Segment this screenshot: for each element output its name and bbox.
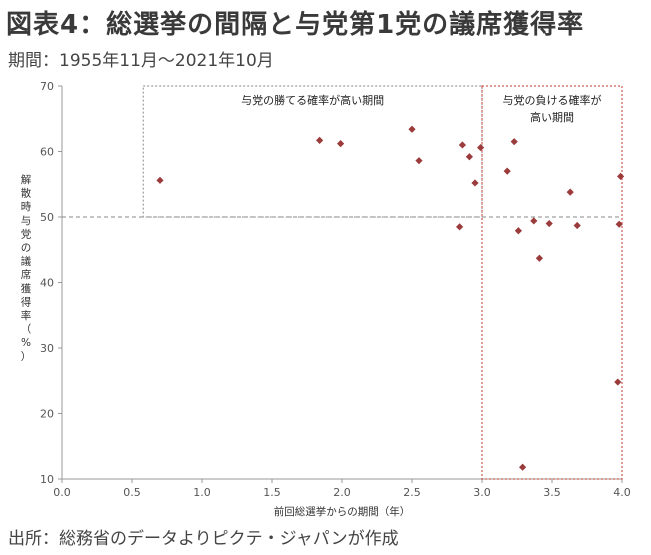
y-axis-label: 解散時与党の議席獲得率 （% ） [21,173,32,363]
y-tick-label: 20 [40,408,54,421]
data-point [477,143,485,152]
x-tick-label: 0.5 [123,486,141,499]
x-axis-label: 前回総選挙からの期間（年） [274,505,411,518]
x-tick-label: 1.5 [263,486,281,499]
data-point [337,140,345,148]
data-point [573,221,581,230]
data-point [566,188,574,196]
y-tick-label: 60 [40,146,54,159]
data-point [458,141,466,149]
data-point [519,463,527,471]
y-axis-label-char: 党 [21,227,32,240]
x-tick-label: 4.0 [613,486,631,499]
x-tick-label: 2.5 [403,486,421,499]
y-axis-label-char: 議 [21,255,32,268]
y-axis-label-char: 得 [21,296,32,308]
region-label-lose-line2: 高い期間 [530,110,574,124]
y-axis-label-char: （ [21,324,32,336]
scatter-chart: 10 20 30 40 50 60 70 0.0 0.5 1.0 1.5 2.0 2.5 3.0 3.5 4.… [21,80,631,518]
region-label-lose: 与党の負ける確率が高い期間 [503,93,602,124]
x-tick-label: 3.5 [543,486,561,499]
data-point [471,179,479,187]
y-axis-label-char: の [21,242,32,254]
data-point [503,167,511,175]
y-axis-label-char: 散 [21,187,32,200]
x-tick-label: 0.0 [53,486,71,499]
data-points [156,125,625,471]
chart-source: 出所：総務省のデータよりピクテ・ジャパンが作成 [8,529,399,549]
y-axis-label-char: % [21,337,31,349]
y-axis-label-char: 席 [21,268,32,281]
data-point [617,172,625,180]
y-axis-label-char: 獲 [21,282,32,295]
chart-regions [142,85,623,480]
chart-subtitle: 期間：1955年11月～2021年10月 [8,51,274,71]
data-point [415,157,423,165]
data-point [465,153,473,161]
region-box-1 [481,85,623,480]
y-tick-label: 40 [40,277,54,290]
y-tick-label: 10 [40,473,54,486]
y-tick-label: 70 [40,80,54,93]
x-tick-label: 1.0 [193,486,211,499]
data-point [615,220,623,228]
x-tick-label: 3.0 [473,486,491,499]
y-axis-label-char: ） [21,351,32,363]
data-point [510,138,518,146]
data-point [614,378,622,386]
y-axis-label-char: 時 [21,201,32,213]
data-point [156,176,164,184]
data-point [316,136,324,144]
y-axis-label-char: 解 [21,173,32,186]
y-tick-label: 30 [40,342,54,355]
data-point [514,227,522,235]
region-label-win: 与党の勝てる確率が高い期間 [241,93,384,107]
data-point [545,219,553,228]
data-point [456,223,464,231]
data-point [535,254,543,262]
data-point [408,125,416,133]
data-point [530,217,538,225]
y-axis-label-char: 率 [21,309,32,322]
y-axis-label-char: 与 [21,215,32,227]
chart-axes: 10 20 30 40 50 60 70 0.0 0.5 1.0 1.5 2.0 2.5 3.0 3.5 4.… [40,80,631,499]
x-tick-label: 2.0 [333,486,351,499]
chart-title: 図表4：総選挙の間隔と与党第1党の議席獲得率 [6,10,585,40]
y-tick-label: 50 [40,211,54,224]
region-label-lose-line1: 与党の負ける確率が [503,93,602,107]
